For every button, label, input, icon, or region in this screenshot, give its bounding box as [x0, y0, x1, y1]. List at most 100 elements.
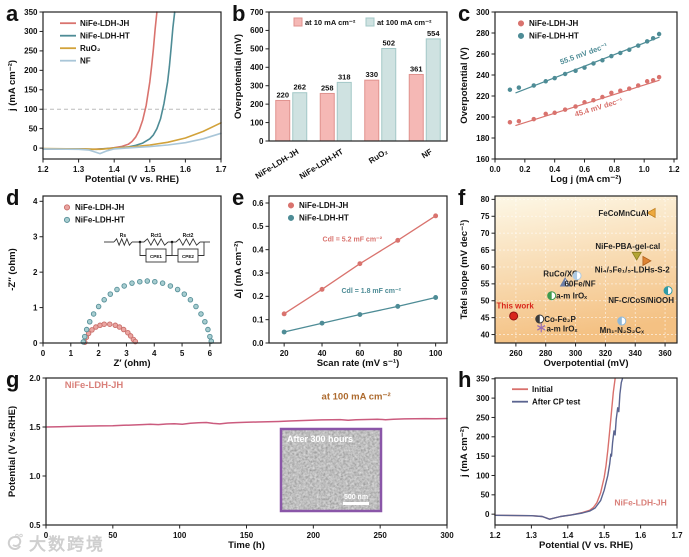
svg-text:240: 240: [476, 71, 490, 80]
svg-text:20: 20: [280, 349, 289, 358]
svg-text:0.0: 0.0: [252, 339, 264, 348]
svg-text:500 nm: 500 nm: [344, 494, 368, 501]
svg-text:Ni₄/₅Fe₁/₅-LDHs-S-2: Ni₄/₅Fe₁/₅-LDHs-S-2: [595, 265, 670, 274]
svg-text:NiFe-LDH-JH: NiFe-LDH-JH: [75, 203, 125, 212]
svg-text:j (mA cm⁻²): j (mA cm⁻²): [7, 60, 18, 112]
svg-text:Cdl = 5.2 mF cm⁻²: Cdl = 5.2 mF cm⁻²: [323, 237, 383, 244]
svg-text:0.5: 0.5: [29, 521, 41, 530]
panel-a-lsv: a 1.2 1.3 1.4 1.5 1.6 1.7 0 50 100 150 200 250 300 35…: [6, 1, 228, 186]
svg-text:After 300 hours: After 300 hours: [287, 434, 353, 444]
svg-text:280: 280: [539, 349, 553, 358]
svg-text:400: 400: [250, 63, 264, 72]
svg-text:100: 100: [173, 531, 187, 540]
svg-text:350: 350: [476, 375, 490, 384]
svg-text:CPE1: CPE1: [150, 254, 162, 259]
svg-text:Co-Fe₂P: Co-Fe₂P: [544, 315, 576, 324]
svg-text:NiFe-LDH-JH: NiFe-LDH-JH: [254, 147, 301, 181]
svg-text:Mn₁-N₂S₂Cₓ: Mn₁-N₂S₂Cₓ: [600, 326, 645, 335]
svg-text:0: 0: [33, 144, 38, 153]
svg-text:Cdl = 1.8 mF cm⁻²: Cdl = 1.8 mF cm⁻²: [341, 288, 401, 295]
svg-text:258: 258: [321, 83, 334, 92]
svg-text:NiFe-LDH-JH: NiFe-LDH-JH: [299, 201, 349, 210]
svg-text:0: 0: [33, 339, 38, 348]
svg-text:1.5: 1.5: [29, 423, 41, 432]
svg-text:NF: NF: [420, 147, 434, 160]
svg-text:220: 220: [476, 92, 490, 101]
svg-text:318: 318: [338, 72, 351, 81]
svg-text:at 100 mA cm⁻²: at 100 mA cm⁻²: [377, 18, 432, 27]
chart-a-lsv-curves: 1.2 1.3 1.4 1.5 1.6 1.7 0 50 100 150 200 250 300 350 P…: [7, 8, 227, 185]
svg-text:500: 500: [250, 45, 264, 54]
svg-text:0: 0: [485, 510, 490, 519]
svg-text:1.0: 1.0: [639, 165, 651, 174]
svg-text:0.6: 0.6: [579, 165, 591, 174]
svg-text:2: 2: [96, 349, 101, 358]
svg-text:0.2: 0.2: [519, 165, 531, 174]
svg-text:1.4: 1.4: [562, 531, 574, 540]
svg-text:80: 80: [481, 195, 490, 204]
svg-text:0.2: 0.2: [252, 292, 264, 301]
svg-text:4: 4: [152, 349, 157, 358]
watermark-logo-icon: [7, 533, 23, 550]
svg-text:Potential (V vs. RHE): Potential (V vs. RHE): [539, 540, 633, 551]
svg-text:50: 50: [108, 531, 117, 540]
svg-text:361: 361: [410, 64, 423, 73]
svg-text:Overpotential (mV): Overpotential (mV): [544, 358, 629, 369]
svg-text:502: 502: [382, 38, 395, 47]
svg-text:4: 4: [33, 197, 38, 206]
svg-text:65: 65: [481, 246, 490, 255]
svg-text:350: 350: [24, 8, 38, 17]
svg-text:0.3: 0.3: [252, 269, 264, 278]
svg-text:200: 200: [24, 66, 38, 75]
svg-text:50: 50: [481, 297, 490, 306]
svg-text:0.0: 0.0: [489, 165, 501, 174]
svg-text:NiFe-LDH-HT: NiFe-LDH-HT: [529, 32, 579, 41]
svg-text:0: 0: [44, 531, 49, 540]
svg-text:j (mA cm⁻²): j (mA cm⁻²): [459, 426, 470, 478]
svg-text:40: 40: [481, 330, 490, 339]
svg-text:Time (h): Time (h): [228, 540, 265, 551]
panel-c-tafel: c 0.0 0.2 0.4 0.6 0.8 1.0 1.2 160 180 200 220 240 26…: [458, 1, 684, 186]
svg-text:NiFe-LDH-HT: NiFe-LDH-HT: [75, 216, 125, 225]
svg-text:1.2: 1.2: [37, 165, 49, 174]
svg-text:-Z″ (ohm): -Z″ (ohm): [7, 248, 18, 291]
svg-text:330: 330: [365, 70, 378, 79]
svg-text:1.6: 1.6: [180, 165, 192, 174]
svg-text:100: 100: [250, 118, 264, 127]
svg-text:150: 150: [24, 86, 38, 95]
svg-text:6: 6: [208, 349, 213, 358]
panel-b-overpotential-bars: b 220 262 NiFe-LDH-JH 258 318 NiFe-LDH-HT 330 5…: [232, 1, 454, 186]
svg-text:262: 262: [293, 83, 306, 92]
svg-text:75: 75: [481, 212, 490, 221]
svg-text:300: 300: [569, 349, 583, 358]
panel-letter-h: h: [458, 367, 472, 392]
svg-text:100: 100: [429, 349, 443, 358]
svg-text:700: 700: [250, 8, 264, 17]
svg-text:600: 600: [250, 26, 264, 35]
svg-text:220: 220: [276, 90, 289, 99]
svg-text:1.5: 1.5: [144, 165, 156, 174]
svg-text:Rct2: Rct2: [183, 233, 194, 239]
svg-text:250: 250: [24, 47, 38, 56]
chart-c-tafel-plots: 0.0 0.2 0.4 0.6 0.8 1.0 1.2 160 180 200 220 240 260 2…: [459, 8, 680, 185]
svg-text:2: 2: [33, 268, 38, 277]
svg-text:Overpotential (mV): Overpotential (mV): [233, 34, 244, 119]
svg-text:Rct1: Rct1: [151, 233, 162, 239]
svg-text:80: 80: [393, 349, 402, 358]
svg-text:45: 45: [481, 313, 490, 322]
svg-text:Rs: Rs: [120, 233, 127, 239]
svg-text:RuO₂: RuO₂: [367, 147, 389, 166]
panel-f-comparison: f This work FeCoMnCuAl NiFe-PBA-gel-cal Ni₄…: [458, 185, 684, 370]
svg-text:0.4: 0.4: [549, 165, 561, 174]
svg-text:300: 300: [440, 531, 454, 540]
svg-text:200: 200: [476, 433, 490, 442]
svg-text:NiFe-LDH-HT: NiFe-LDH-HT: [298, 147, 345, 181]
svg-text:300: 300: [476, 8, 490, 17]
svg-text:Z′ (ohm): Z′ (ohm): [113, 358, 150, 369]
svg-text:1.4: 1.4: [109, 165, 121, 174]
panel-letter-c: c: [458, 1, 471, 26]
svg-text:100: 100: [476, 471, 490, 480]
panel-d-nyquist: d 0 1 2 3 4 5 6 0 1 2 3 4 Z′ (ohm) -Z″ (ohm) NiFe-LDH-…: [6, 185, 228, 370]
svg-text:NF: NF: [80, 57, 91, 66]
